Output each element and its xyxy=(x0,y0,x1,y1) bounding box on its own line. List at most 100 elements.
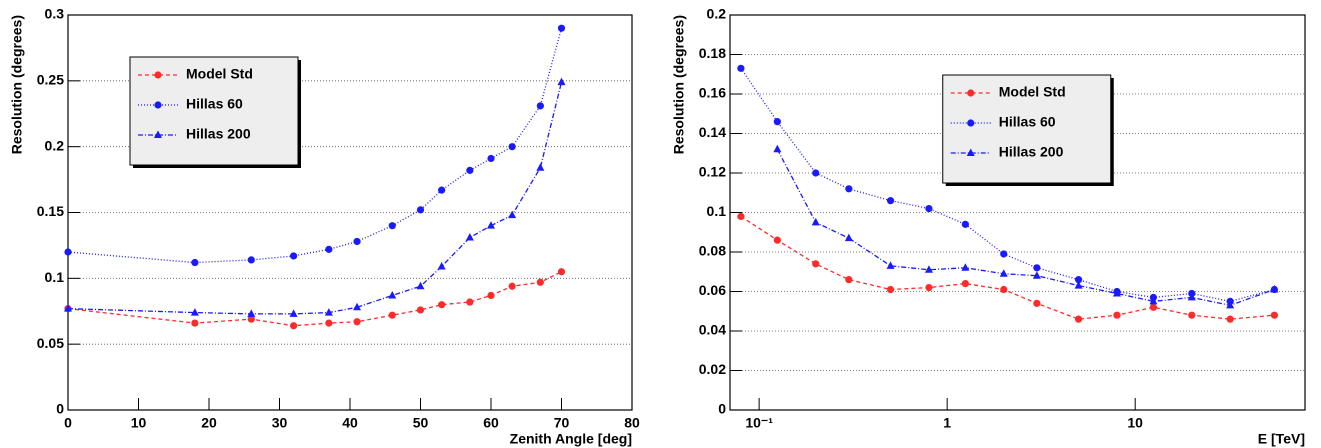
marker xyxy=(466,298,474,306)
marker xyxy=(1074,281,1083,289)
marker xyxy=(557,24,566,32)
marker xyxy=(812,260,820,268)
marker xyxy=(438,186,446,194)
marker xyxy=(290,252,298,260)
marker xyxy=(353,237,361,246)
marker xyxy=(487,291,495,300)
marker xyxy=(1270,285,1279,293)
legend-label: Hillas 60 xyxy=(186,96,243,112)
marker xyxy=(1033,299,1041,307)
legend-label: Model Std xyxy=(186,66,253,82)
series-line xyxy=(67,271,562,327)
marker xyxy=(557,268,566,276)
marker xyxy=(536,163,545,171)
y-tick-label: 0.3 xyxy=(45,6,65,22)
marker xyxy=(487,221,495,229)
marker xyxy=(324,308,333,316)
plot-frame xyxy=(729,14,1306,411)
y-tick-label: 0.25 xyxy=(37,72,64,88)
legend-marker xyxy=(967,119,975,127)
marker xyxy=(508,143,516,151)
legend-label: Hillas 200 xyxy=(999,144,1064,160)
marker xyxy=(812,169,820,177)
marker xyxy=(961,220,969,228)
marker xyxy=(247,315,255,323)
x-tick-label: 10 xyxy=(1127,415,1143,431)
marker xyxy=(1270,311,1279,319)
y-tick-label: 0.2 xyxy=(707,6,727,22)
y-tick-label: 0.1 xyxy=(45,269,65,285)
x-axis-label: Zenith Angle [deg] xyxy=(510,431,632,447)
marker xyxy=(1226,315,1234,323)
y-tick-label: 0.16 xyxy=(699,85,726,101)
x-tick-label: 1 xyxy=(943,415,951,431)
y-tick-label: 0.05 xyxy=(37,335,64,351)
x-tick-label: 70 xyxy=(554,415,570,431)
x-tick-label: 50 xyxy=(413,415,429,431)
y-tick-label: 0.14 xyxy=(699,124,726,140)
marker xyxy=(508,282,516,290)
marker xyxy=(536,102,544,110)
marker xyxy=(924,265,933,273)
x-tick-label: 10⁻¹ xyxy=(745,415,773,431)
x-tick-label: 60 xyxy=(483,415,499,431)
marker xyxy=(325,245,333,253)
marker xyxy=(961,280,969,288)
x-tick-label: 10 xyxy=(131,415,147,431)
legend-label: Model Std xyxy=(999,84,1066,100)
marker xyxy=(247,256,255,264)
marker xyxy=(999,269,1008,277)
marker xyxy=(925,204,933,213)
chart: 0 0.02 0.04 0.06 0.08 0.1 0.12 0.14 0.16 0.18 0.2 1… xyxy=(671,6,1306,447)
marker xyxy=(845,185,853,193)
legend-label: Hillas 200 xyxy=(186,126,251,142)
marker xyxy=(1149,296,1158,305)
marker xyxy=(1113,311,1121,319)
marker xyxy=(557,77,566,86)
marker xyxy=(437,261,446,270)
marker xyxy=(487,154,495,163)
marker xyxy=(961,263,970,271)
marker xyxy=(466,166,474,174)
marker xyxy=(1149,303,1158,311)
marker xyxy=(1000,285,1008,294)
y-tick-label: 0 xyxy=(56,401,64,417)
marker xyxy=(191,319,199,327)
y-tick-label: 0.2 xyxy=(45,137,65,153)
marker xyxy=(1074,315,1083,323)
marker xyxy=(465,233,474,241)
marker xyxy=(845,276,853,284)
plot-frame xyxy=(67,14,633,411)
marker xyxy=(925,283,933,292)
x-tick-label: 0 xyxy=(64,415,72,431)
marker xyxy=(325,319,333,327)
marker xyxy=(536,278,544,286)
marker xyxy=(416,306,425,314)
marker xyxy=(416,281,425,290)
marker xyxy=(773,144,782,153)
marker xyxy=(737,64,745,72)
legend-marker xyxy=(966,148,975,156)
marker xyxy=(247,309,256,317)
marker xyxy=(886,285,895,294)
marker xyxy=(886,197,895,205)
x-tick-label: 30 xyxy=(272,415,288,431)
legend xyxy=(129,56,299,166)
marker xyxy=(508,210,517,219)
marker xyxy=(64,248,72,256)
marker xyxy=(1032,271,1041,279)
marker xyxy=(290,322,298,330)
y-tick-label: 0.18 xyxy=(699,45,726,61)
y-tick-label: 0.15 xyxy=(37,203,64,219)
marker xyxy=(811,217,820,226)
marker xyxy=(289,309,298,317)
marker xyxy=(191,258,199,267)
marker xyxy=(1033,264,1041,272)
legend-marker xyxy=(154,71,162,79)
marker xyxy=(388,311,396,319)
marker xyxy=(1187,292,1196,301)
series-line xyxy=(67,81,563,315)
series-line xyxy=(776,148,1275,306)
marker xyxy=(1188,311,1196,319)
